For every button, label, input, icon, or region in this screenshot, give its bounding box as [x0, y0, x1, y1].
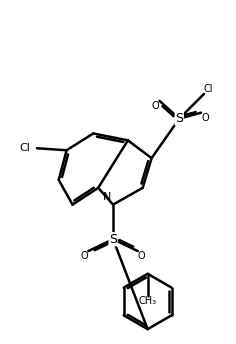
- Text: O: O: [152, 101, 160, 111]
- Text: S: S: [109, 233, 117, 246]
- Text: S: S: [175, 112, 183, 125]
- Text: CH₃: CH₃: [139, 295, 157, 305]
- Text: O: O: [138, 251, 145, 261]
- Text: Cl: Cl: [204, 84, 214, 94]
- Text: Cl: Cl: [20, 143, 30, 153]
- Text: N: N: [103, 192, 111, 202]
- Text: O: O: [81, 251, 88, 261]
- Text: O: O: [201, 113, 209, 123]
